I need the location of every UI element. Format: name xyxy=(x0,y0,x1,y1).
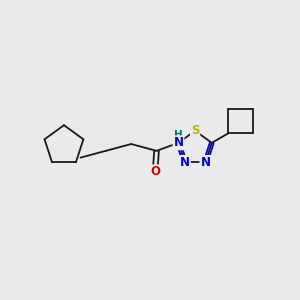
Text: N: N xyxy=(173,136,184,149)
Text: H: H xyxy=(174,130,183,140)
Text: O: O xyxy=(150,165,160,178)
Text: N: N xyxy=(180,156,190,169)
Text: S: S xyxy=(191,124,200,137)
Text: N: N xyxy=(200,156,210,169)
